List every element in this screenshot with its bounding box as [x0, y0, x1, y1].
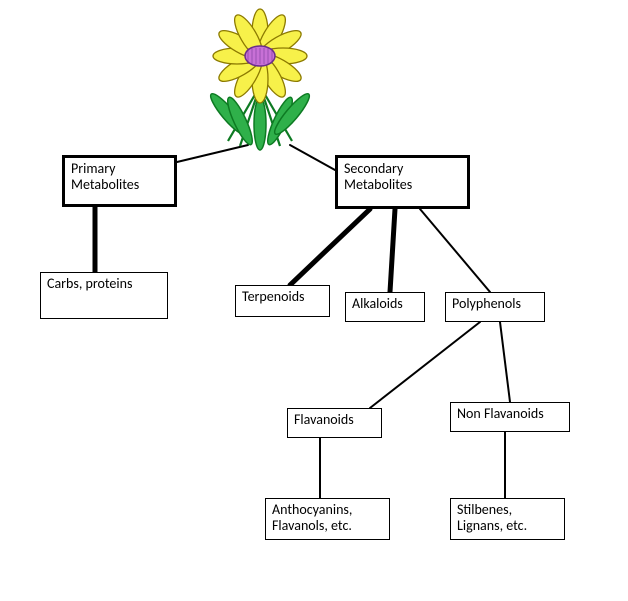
node-label: Stilbenes,Lignans, etc.	[457, 502, 527, 534]
node-carbs-proteins: Carbs, proteins	[40, 272, 168, 319]
node-label: Flavanoids	[294, 412, 354, 428]
node-label: PrimaryMetabolites	[71, 161, 139, 193]
node-alkaloids: Alkaloids	[345, 292, 425, 322]
node-label: Polyphenols	[452, 296, 521, 312]
node-label: Terpenoids	[242, 289, 305, 305]
node-flavanoids: Flavanoids	[287, 408, 382, 438]
node-primary-metabolites: PrimaryMetabolites	[62, 155, 177, 207]
node-label: Alkaloids	[352, 296, 403, 312]
node-polyphenols: Polyphenols	[445, 292, 545, 322]
node-label: Anthocyanins,Flavanols, etc.	[272, 502, 352, 534]
node-terpenoids: Terpenoids	[235, 285, 330, 317]
node-non-flavanoids: Non Flavanoids	[450, 402, 570, 432]
node-label: SecondaryMetabolites	[344, 161, 412, 193]
flower-icon	[190, 6, 330, 156]
node-anthocyanins: Anthocyanins,Flavanols, etc.	[265, 498, 390, 540]
node-label: Non Flavanoids	[457, 406, 544, 422]
diagram-root: PrimaryMetabolites SecondaryMetabolites …	[0, 0, 628, 601]
node-label: Carbs, proteins	[47, 276, 132, 292]
node-stilbenes: Stilbenes,Lignans, etc.	[450, 498, 565, 540]
node-secondary-metabolites: SecondaryMetabolites	[335, 155, 470, 209]
